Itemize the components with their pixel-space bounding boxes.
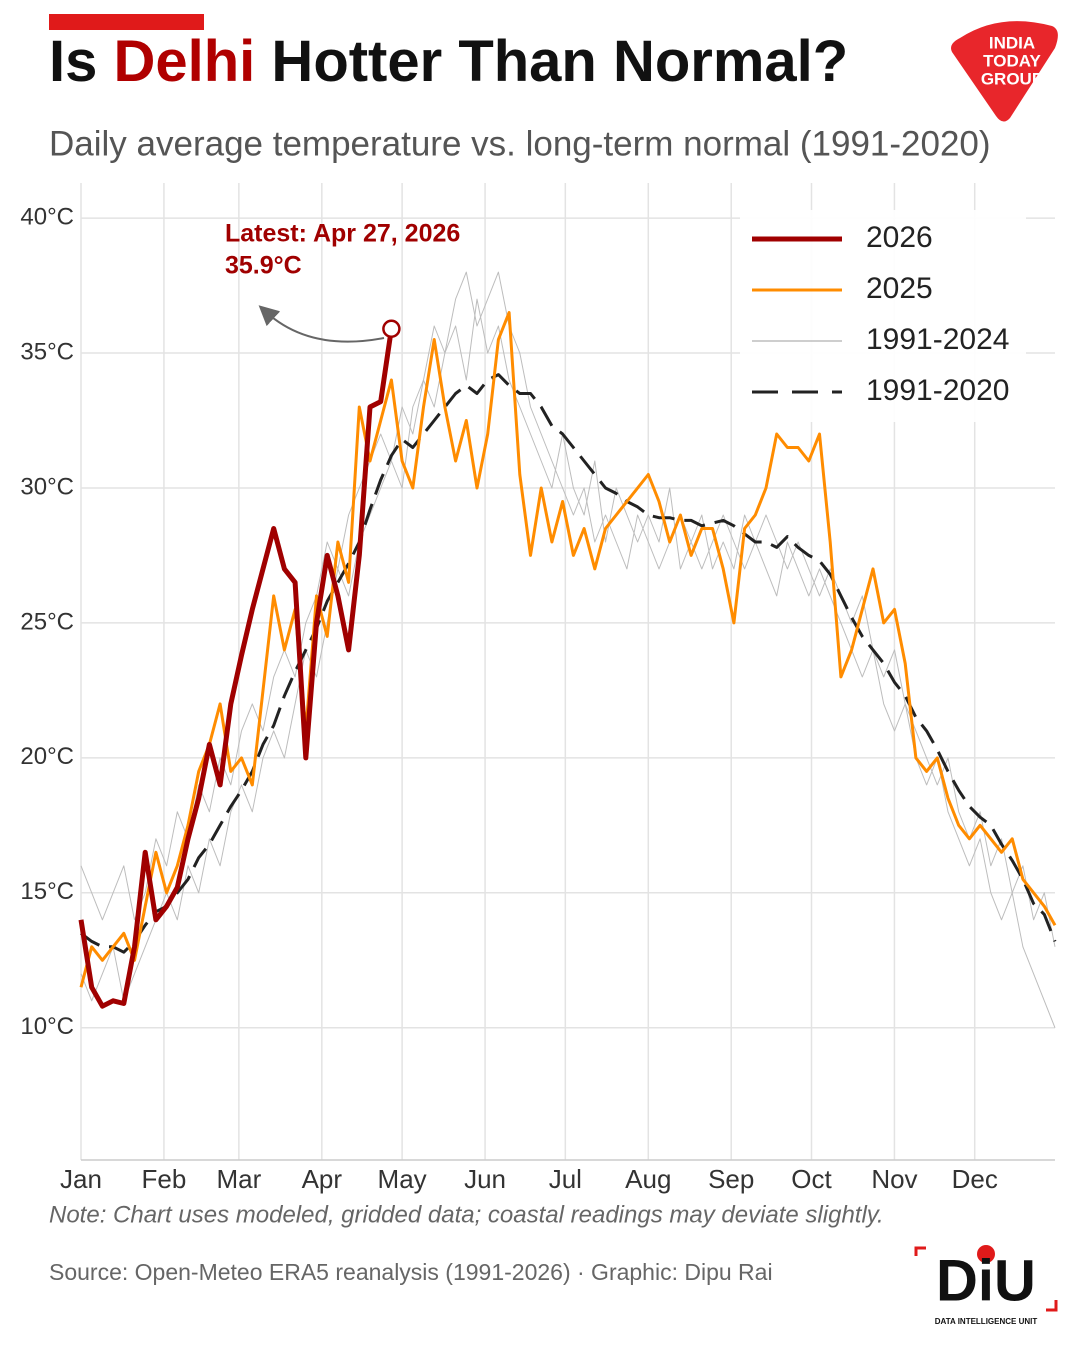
series-line	[80, 373, 1057, 954]
series-line	[79, 311, 1057, 988]
y-tick-label: 25°C	[20, 608, 74, 635]
title-part: Is	[49, 29, 114, 94]
x-tick-label: Jan	[60, 1164, 102, 1194]
annotation-label: 35.9°C	[225, 252, 302, 280]
x-tick-label: Oct	[791, 1164, 832, 1194]
x-tick-label: Nov	[871, 1164, 917, 1194]
title-part: Hotter Than Normal?	[255, 29, 848, 94]
y-tick-label: 15°C	[20, 878, 74, 905]
x-tick-label: Sep	[708, 1164, 754, 1194]
y-tick-label: 40°C	[20, 203, 74, 230]
series-line	[80, 271, 1056, 947]
chart-subtitle: Daily average temperature vs. long-term …	[49, 124, 991, 163]
annotation-text: Latest: Apr 27, 2026	[225, 220, 460, 248]
x-tick-label: Dec	[952, 1164, 998, 1194]
chart-title: Is Delhi Hotter Than Normal?	[49, 29, 848, 94]
title-accent	[49, 14, 204, 30]
latest-point	[382, 319, 401, 338]
legend-label: 2025	[866, 272, 933, 305]
y-tick-label: 30°C	[20, 473, 74, 500]
logo-caption: DATA INTELLIGENCE UNIT	[935, 1317, 1038, 1326]
legend: 2026 2025 1991-2024 1991-2020	[752, 221, 1009, 407]
y-tick-label: 20°C	[20, 743, 74, 770]
logo-dot	[977, 1245, 995, 1263]
logo-bracket	[914, 1246, 1058, 1312]
x-tick-label: Aug	[625, 1164, 671, 1194]
legend-label: 1991-2024	[866, 323, 1009, 356]
plot-lines	[78, 271, 1057, 1028]
annotation-arrow	[258, 305, 385, 343]
legend-label: 2026	[866, 221, 933, 254]
legend-label: 1991-2020	[866, 374, 1009, 407]
source: Source: Open-Meteo ERA5 reanalysis (1991…	[49, 1259, 773, 1285]
y-tick-label: 35°C	[20, 338, 74, 365]
series-line	[78, 328, 394, 1009]
x-tick-label: May	[378, 1164, 427, 1194]
x-tick-label: Jun	[464, 1164, 506, 1194]
x-tick-label: Apr	[302, 1164, 343, 1194]
title-highlight: Delhi	[114, 29, 256, 94]
x-tick-label: Mar	[216, 1164, 261, 1194]
y-tick-label: 10°C	[20, 1013, 74, 1040]
x-tick-label: Jul	[549, 1164, 582, 1194]
logo-text: INDIA	[989, 33, 1035, 52]
note: Note: Chart uses modeled, gridded data; …	[49, 1201, 884, 1228]
grid: 10°C 15°C 20°C 25°C 30°C 35°C 40°C Jan Feb Mar Apr…	[20, 183, 1055, 1194]
logo-text: GROUP	[981, 69, 1043, 88]
legend-box	[740, 210, 1026, 422]
series-line	[80, 298, 1056, 1028]
logo-bottom: DiU	[936, 1248, 1036, 1313]
logo-text: TODAY	[983, 51, 1041, 70]
logo-top	[951, 21, 1058, 122]
x-tick-label: Feb	[142, 1164, 187, 1194]
